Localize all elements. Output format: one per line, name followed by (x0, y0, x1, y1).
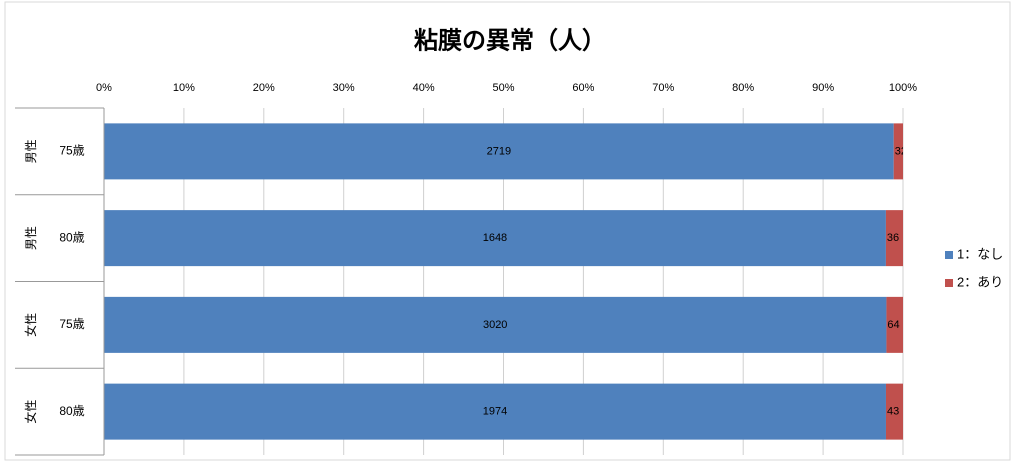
data-label: 36 (887, 232, 899, 244)
category-group-label: 女性 (23, 313, 38, 337)
x-tick-label: 100% (889, 82, 917, 94)
x-tick-label: 70% (652, 82, 674, 94)
bar-segment (104, 210, 886, 267)
x-tick-label: 50% (492, 82, 514, 94)
x-tick-label: 20% (253, 82, 275, 94)
category-group-label: 女性 (23, 400, 38, 424)
data-label: 43 (887, 406, 899, 418)
x-tick-label: 40% (413, 82, 435, 94)
bar-segment (104, 296, 887, 353)
category-label: 75歳 (59, 317, 84, 331)
bar-segment (885, 383, 903, 440)
data-label: 32 (895, 145, 907, 157)
legend-label: 1：なし (957, 246, 1003, 261)
data-label: 1974 (483, 406, 507, 418)
category-label: 80歳 (59, 230, 84, 244)
category-label: 80歳 (59, 404, 84, 418)
category-group-label: 男性 (24, 139, 38, 163)
data-label: 64 (887, 319, 899, 331)
data-label: 2719 (487, 145, 511, 157)
x-tick-label: 90% (812, 82, 834, 94)
data-label: 3020 (483, 319, 507, 331)
bar-segment (104, 383, 886, 440)
chart-title: 粘膜の異常（人） (414, 27, 606, 54)
x-tick-label: 80% (732, 82, 754, 94)
legend-swatch (945, 251, 953, 259)
legend-label: 2：あり (957, 274, 1003, 289)
bar-segment (104, 123, 894, 180)
bar-segment (886, 296, 903, 353)
category-label: 75歳 (59, 144, 84, 158)
category-group-label: 男性 (24, 226, 38, 250)
x-tick-label: 10% (173, 82, 195, 94)
x-tick-label: 30% (333, 82, 355, 94)
bar-segment (885, 210, 903, 267)
bar-segment (893, 123, 903, 180)
legend-swatch (945, 279, 953, 287)
x-tick-label: 0% (96, 82, 112, 94)
data-label: 1648 (483, 232, 507, 244)
x-tick-label: 60% (572, 82, 594, 94)
